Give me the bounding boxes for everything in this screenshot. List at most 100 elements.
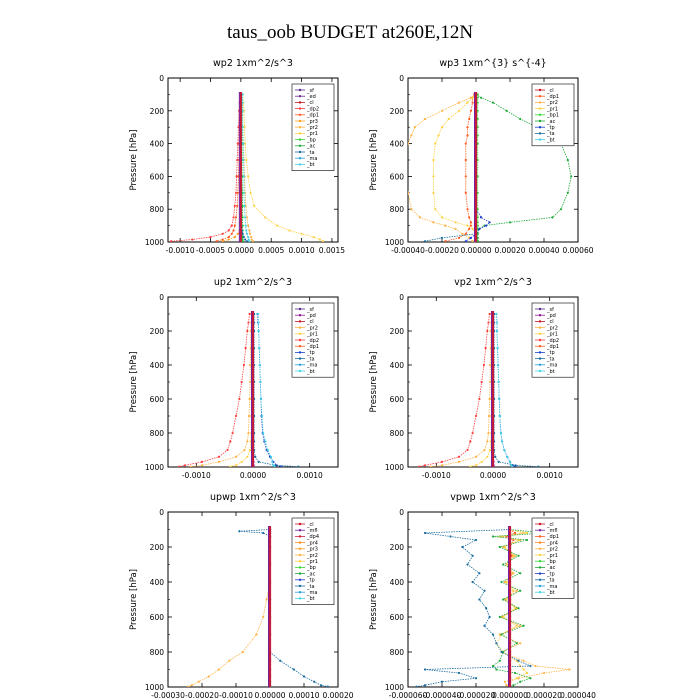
series-point-ta (494, 455, 497, 458)
series-point-ta (254, 455, 257, 458)
y-tick-label: 800 (390, 205, 405, 214)
legend-marker-ta (298, 584, 302, 588)
y-tick-label: 1000 (145, 463, 164, 472)
legend-marker-ac (538, 119, 542, 123)
series-point-dp1 (469, 224, 472, 227)
legend-marker-pr2 (298, 553, 302, 557)
x-tick-label: 0.0015 (319, 246, 345, 255)
series-point-bt (498, 397, 501, 401)
series-point-ac (517, 554, 520, 557)
legend-marker-pr4 (538, 541, 542, 544)
x-tick-label: -0.000040 (423, 691, 462, 700)
legend-label: _pr2 (546, 100, 558, 106)
legend-marker-dp1 (538, 345, 542, 348)
series-point-dp1 (466, 134, 469, 137)
panel-title: upwp 1xm^2/s^3 (210, 492, 296, 503)
series-point-pr2 (423, 117, 427, 121)
x-tick-label: 0.0005 (258, 246, 284, 255)
x-tick-label: 0.00060 (562, 246, 593, 255)
legend-marker-bp (298, 566, 302, 569)
legend-label: _sf (306, 88, 314, 94)
legend-label: _dp1 (546, 534, 559, 540)
y-tick-label: 600 (390, 613, 405, 622)
series-point-pr2 (250, 235, 253, 239)
x-tick-label: 0.0010 (537, 471, 563, 480)
series-point-dp1 (468, 117, 471, 121)
series-point-ac (566, 191, 569, 194)
series-point-bt (257, 321, 260, 324)
series-point-pr1 (525, 671, 529, 675)
legend-label: _bt (306, 596, 315, 602)
legend-label: _mfl (306, 528, 318, 534)
y-axis-label: Pressure [hPa] (129, 130, 139, 191)
series-point-dp1 (468, 216, 471, 219)
legend-label: _cl (546, 522, 554, 528)
series-line-sf (241, 94, 244, 242)
legend-marker-cl (538, 522, 542, 526)
x-tick-label: -0.00030 (151, 691, 185, 700)
series-point-dp2 (474, 414, 478, 418)
series-point-ta (471, 554, 474, 557)
series-point-pr1 (474, 464, 478, 467)
series-point-pr1 (505, 580, 508, 584)
series-point-bt (257, 312, 260, 316)
series-point-pr1 (437, 134, 440, 137)
series-point-pr1 (249, 448, 252, 452)
legend-marker-sf (298, 307, 302, 311)
legend-marker-sf (538, 307, 542, 311)
series-point-bp (476, 158, 479, 162)
series-point-pr2 (248, 229, 251, 232)
series-point-dp2 (226, 448, 229, 452)
y-tick-label: 600 (390, 395, 405, 404)
series-point-bt (241, 101, 244, 104)
legend-label: _ta (546, 356, 555, 362)
legend-marker-dp4 (298, 535, 302, 538)
x-tick-label: 0.00000 (460, 246, 491, 255)
series-point-ac (519, 680, 522, 683)
x-tick-label: 0.00010 (288, 691, 319, 700)
legend-label: _pr4 (306, 540, 318, 546)
series-point-pr2 (505, 563, 508, 566)
series-point-dp2 (230, 224, 233, 227)
series-point-dp1 (444, 240, 447, 242)
legend-label: _pr1 (306, 559, 318, 565)
series-point-pr2 (514, 554, 517, 557)
series-point-bt (266, 448, 269, 452)
series-point-dp2 (221, 232, 224, 235)
series-point-tp (485, 224, 488, 227)
y-tick-label: 200 (150, 107, 165, 116)
series-line-pr2 (430, 314, 492, 467)
series-line-ta (253, 314, 299, 467)
series-point-pr1 (300, 232, 303, 235)
series-point-pr2 (444, 224, 447, 227)
legend-label: _pr3 (306, 547, 318, 553)
series-line-dp2 (419, 313, 490, 467)
series-point-bt (243, 204, 246, 208)
series-point-pr1 (318, 238, 321, 241)
series-point-pr1 (480, 460, 483, 463)
legend-marker-dp1 (538, 95, 542, 98)
series-point-pr2 (502, 545, 505, 549)
series-point-bp (476, 208, 479, 211)
legend-label: _ta (306, 584, 315, 590)
y-tick-label: 400 (390, 361, 405, 370)
y-tick-label: 800 (150, 205, 165, 214)
series-point-ta (537, 465, 540, 467)
series-point-dp1 (471, 101, 474, 104)
series-point-bt (245, 229, 248, 232)
series-point-pr1 (514, 607, 517, 610)
legend-marker-dp2 (538, 338, 542, 342)
legend-marker-ta (538, 578, 542, 581)
series-point-pr1 (246, 455, 249, 458)
series-point-pr2 (542, 671, 546, 675)
y-tick-label: 200 (150, 543, 165, 552)
legend-label: _ma (306, 590, 317, 596)
series-line-pr2 (241, 94, 254, 242)
series-point-ac (508, 221, 512, 224)
series-point-dp2 (423, 464, 427, 467)
series-point-pr1 (457, 109, 461, 112)
legend-label: _pd (306, 313, 316, 319)
series-point-dp2 (248, 312, 251, 316)
series-line-ta (240, 94, 248, 242)
series-point-ta (244, 238, 247, 241)
